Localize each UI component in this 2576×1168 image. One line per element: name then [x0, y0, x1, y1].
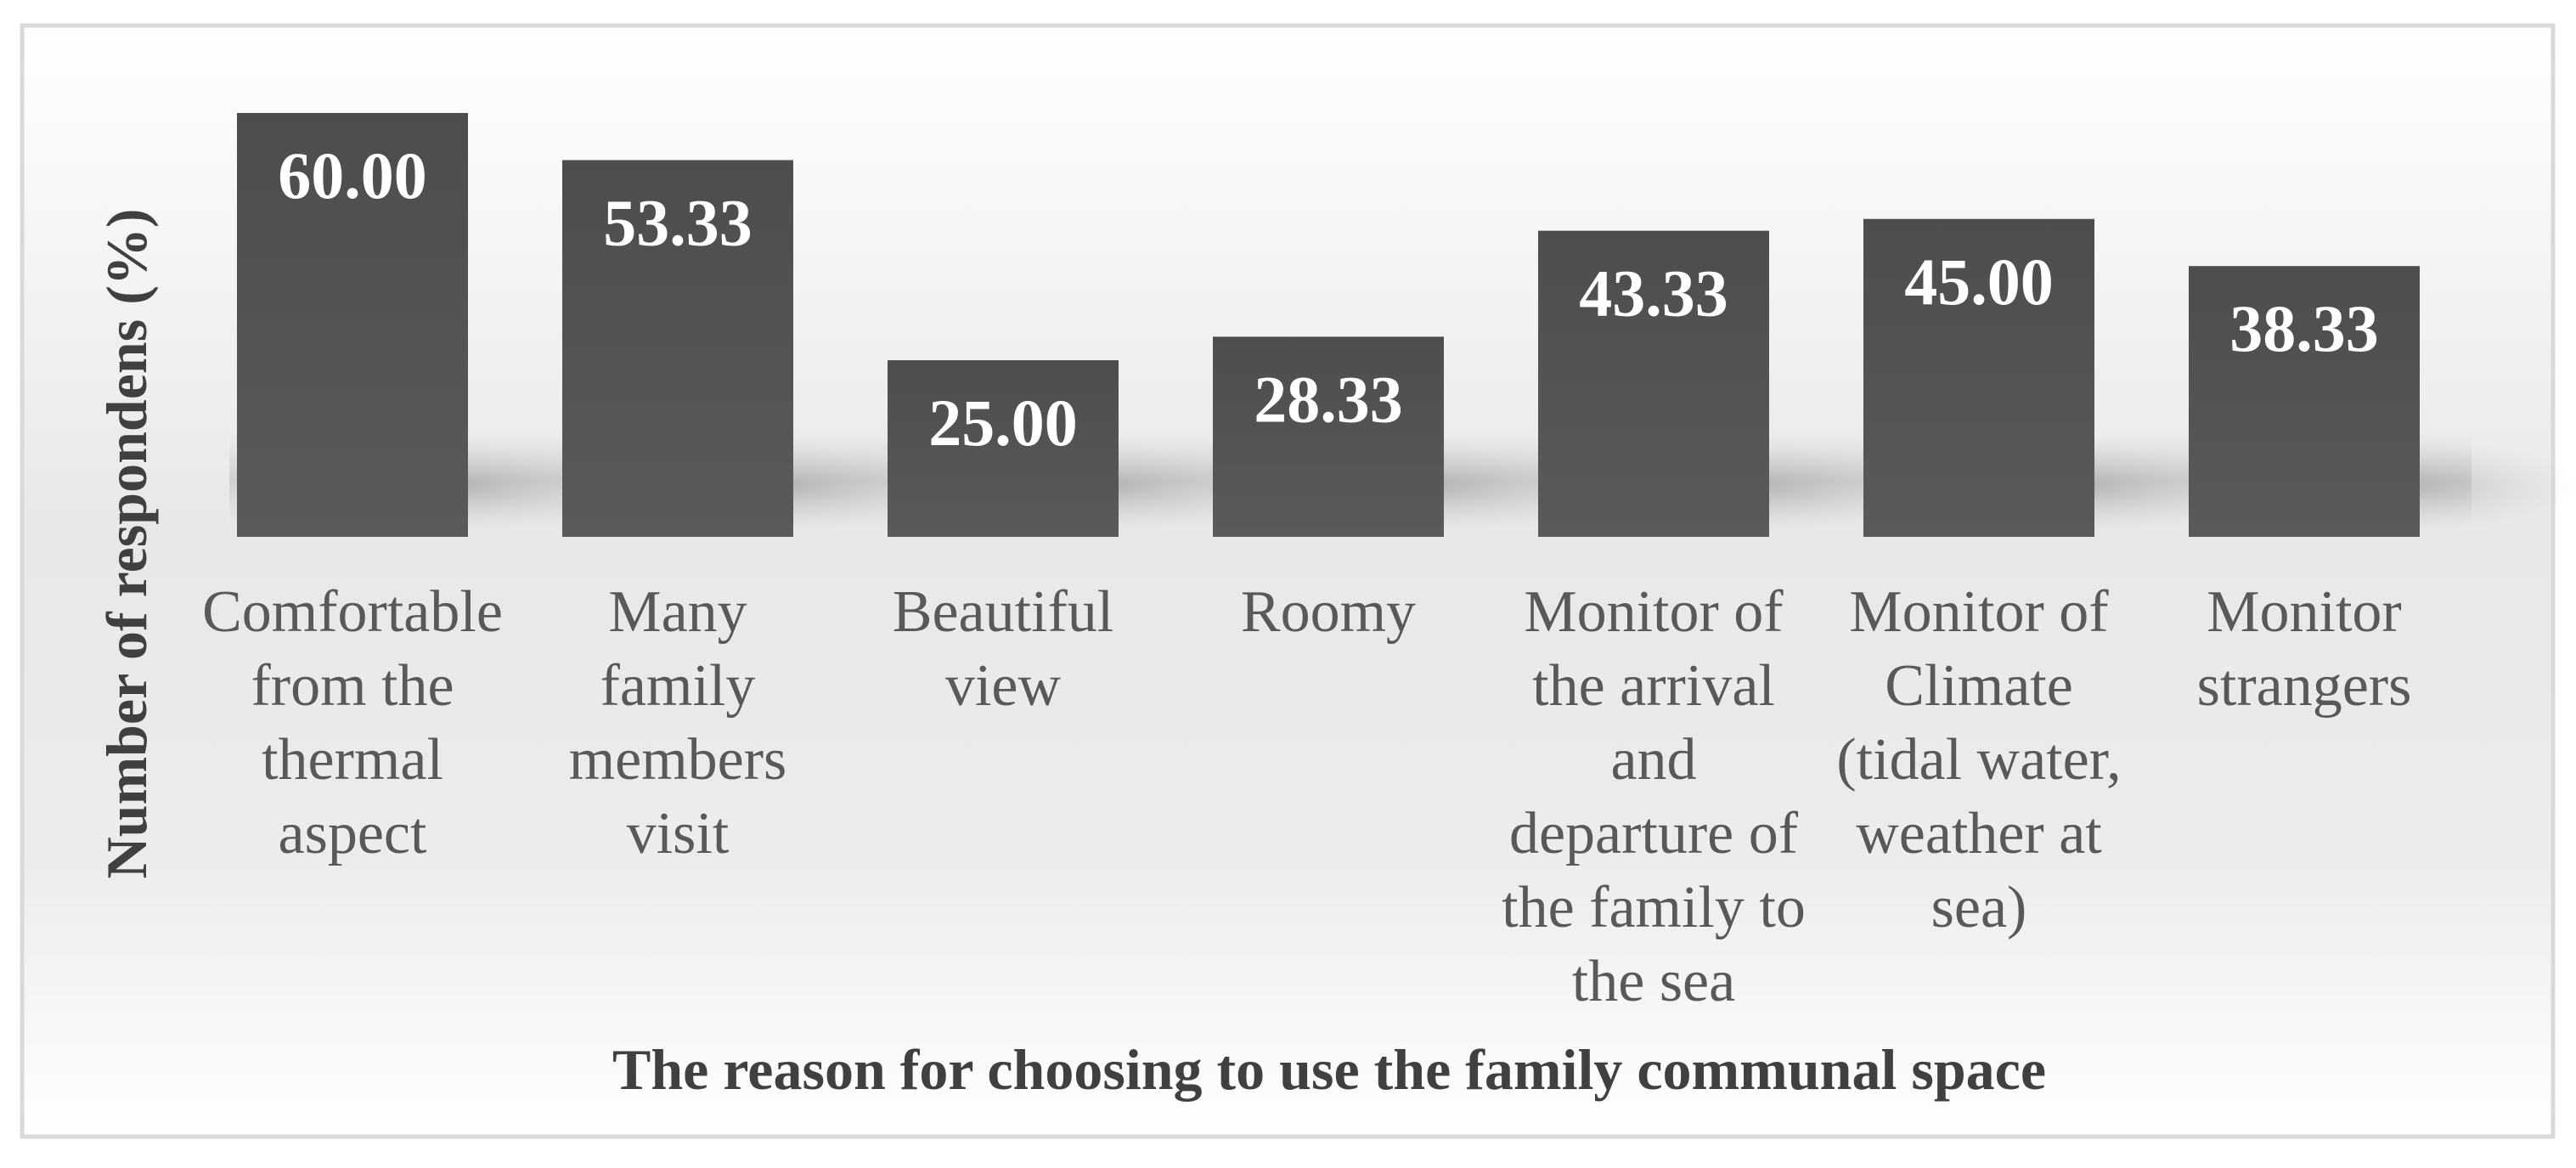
bar — [562, 160, 793, 537]
bar — [888, 360, 1119, 537]
bar-value-label: 38.33 — [2229, 291, 2379, 365]
category-tick-line: Beautiful — [893, 579, 1113, 645]
bar-value-label: 28.33 — [1254, 362, 1403, 436]
x-axis-title: The reason for choosing to use the famil… — [612, 1037, 2046, 1102]
bar-value-label: 25.00 — [928, 386, 1078, 460]
category-tick-line: departure of — [1509, 801, 1799, 866]
bar — [1538, 230, 1769, 537]
category-tick-label: Roomy — [1241, 579, 1416, 645]
category-tick-line: strangers — [2197, 653, 2412, 719]
category-tick-line: Comfortable — [202, 579, 503, 645]
category-tick-line: Roomy — [1241, 579, 1416, 645]
category-tick-line: family — [600, 653, 756, 719]
bar-value-label: 53.33 — [603, 185, 753, 259]
bar-value-labels: 60.00 53.33 25.00 28.33 43.33 45.00 38.33 — [278, 138, 2379, 460]
category-tick-line: from the — [251, 653, 454, 719]
category-tick-label: Many family members visit — [569, 579, 787, 866]
category-tick-line: Monitor of — [1524, 579, 1784, 645]
bar — [1863, 218, 2094, 537]
category-tick-line: Climate — [1885, 653, 2073, 719]
category-tick-line: the sea — [1572, 949, 1735, 1014]
category-tick-labels: Comfortable from the thermal aspect Many fami… — [202, 579, 2411, 1014]
y-axis-title: Number of respondens (%) — [94, 209, 159, 879]
bar-value-label: 43.33 — [1579, 257, 1728, 330]
category-tick-label: Monitor of Climate (tidal water, weather at… — [1836, 579, 2121, 940]
category-tick-line: visit — [627, 801, 730, 866]
category-tick-line: the arrival — [1532, 653, 1775, 719]
category-tick-label: Beautiful view — [893, 579, 1113, 719]
category-tick-line: sea) — [1931, 875, 2027, 940]
bar — [237, 113, 468, 537]
bars — [237, 113, 2420, 537]
category-tick-line: view — [945, 653, 1062, 719]
bar — [2189, 266, 2420, 537]
bar-value-label: 45.00 — [1904, 245, 2054, 319]
category-tick-label: Monitor of the arrival and departure of the … — [1502, 579, 1806, 1014]
category-tick-line: and — [1610, 727, 1696, 793]
bar-value-label: 60.00 — [278, 138, 427, 212]
category-tick-line: Monitor — [2207, 579, 2401, 645]
category-tick-line: Monitor of — [1849, 579, 2109, 645]
category-tick-line: the family to — [1502, 875, 1806, 940]
category-tick-line: weather at — [1856, 801, 2102, 866]
category-tick-line: Many — [608, 579, 747, 645]
category-tick-line: aspect — [279, 801, 427, 866]
category-tick-line: thermal — [262, 727, 443, 793]
category-tick-label: Comfortable from the thermal aspect — [202, 579, 503, 866]
category-tick-label: Monitor strangers — [2197, 579, 2412, 719]
category-tick-line: members — [569, 727, 787, 793]
bar — [1213, 336, 1444, 537]
category-tick-line: (tidal water, — [1836, 727, 2121, 793]
